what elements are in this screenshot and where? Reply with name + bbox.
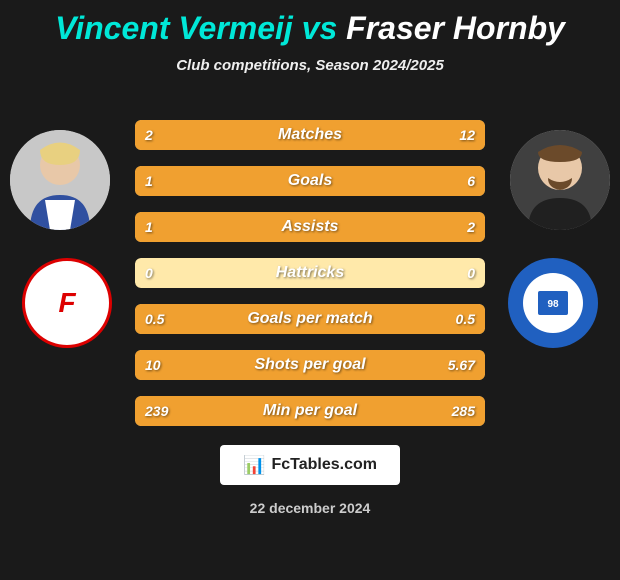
date-text: 22 december 2024 <box>250 500 371 516</box>
stat-label: Min per goal <box>135 396 485 426</box>
stat-row: Hattricks0 0 <box>135 258 485 288</box>
player2-name: Fraser Hornby <box>346 10 565 46</box>
stat-value-right: 0 <box>467 258 475 288</box>
site-logo[interactable]: 📊 FcTables.com <box>220 445 400 485</box>
stat-value-right: 12 <box>459 120 475 150</box>
stat-value-left: 2 <box>145 120 153 150</box>
club-left-letter: F <box>58 287 75 319</box>
stat-value-right: 285 <box>452 396 475 426</box>
stat-label: Goals per match <box>135 304 485 334</box>
site-name: FcTables.com <box>271 456 377 474</box>
stat-value-right: 0.5 <box>456 304 475 334</box>
stat-row: Goals1 6 <box>135 166 485 196</box>
stat-label: Hattricks <box>135 258 485 288</box>
stat-value-left: 10 <box>145 350 161 380</box>
stat-value-left: 0.5 <box>145 304 164 334</box>
vs-text: vs <box>302 10 338 46</box>
stat-row: Shots per goal10 5.67 <box>135 350 485 380</box>
chart-icon: 📊 <box>243 455 265 476</box>
player2-club-badge: 98 <box>508 258 598 348</box>
stat-value-right: 6 <box>467 166 475 196</box>
stat-label: Matches <box>135 120 485 150</box>
club-right-inner: 98 <box>523 273 583 333</box>
stat-label: Assists <box>135 212 485 242</box>
stat-row: Min per goal239 285 <box>135 396 485 426</box>
stats-container: Matches212Goals16Assists12Hattricks00Goa… <box>135 120 485 442</box>
stat-label: Goals <box>135 166 485 196</box>
stat-label: Shots per goal <box>135 350 485 380</box>
stat-row: Matches2 12 <box>135 120 485 150</box>
stat-value-left: 0 <box>145 258 153 288</box>
player1-avatar <box>10 130 110 230</box>
player1-name: Vincent Vermeij <box>55 10 293 46</box>
stat-value-right: 2 <box>467 212 475 242</box>
subtitle: Club competitions, Season 2024/2025 <box>0 57 620 74</box>
stat-value-right: 5.67 <box>448 350 475 380</box>
stat-row: Goals per match0.5 0.5 <box>135 304 485 334</box>
stat-row: Assists1 2 <box>135 212 485 242</box>
player2-avatar <box>510 130 610 230</box>
comparison-title: Vincent Vermeij vs Fraser Hornby <box>0 0 620 47</box>
stat-value-left: 1 <box>145 212 153 242</box>
player1-club-badge: F <box>22 258 112 348</box>
stat-value-left: 239 <box>145 396 168 426</box>
stat-value-left: 1 <box>145 166 153 196</box>
svg-text:98: 98 <box>547 299 559 310</box>
